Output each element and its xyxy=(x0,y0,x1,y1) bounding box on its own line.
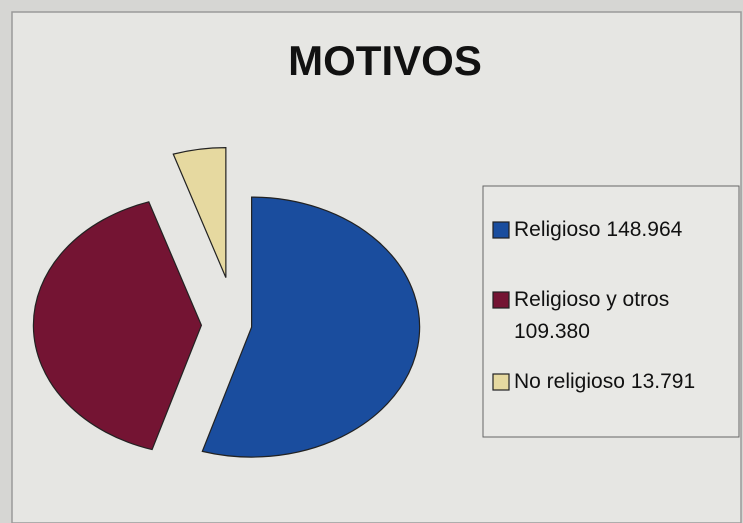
pie-slice xyxy=(172,147,227,278)
legend-value: 13.791 xyxy=(631,370,695,393)
legend-value: 109.380 xyxy=(514,320,590,343)
chart-title: MOTIVOS xyxy=(288,37,482,84)
legend-box xyxy=(482,185,740,438)
legend-category: Religioso y otros xyxy=(514,288,669,311)
legend-swatch xyxy=(492,291,510,309)
pie-slice xyxy=(32,201,203,451)
pie-slice xyxy=(201,196,421,458)
legend-category: Religioso xyxy=(514,218,600,241)
legend-label: Religioso y otros 109.380 xyxy=(514,288,669,343)
legend-category: No religioso xyxy=(514,370,625,393)
legend-label: No religioso 13.791 xyxy=(514,370,695,393)
legend-label: Religioso 148.964 xyxy=(514,218,683,241)
legend-swatch xyxy=(492,373,510,391)
legend-value: 148.964 xyxy=(606,218,682,241)
legend-swatch xyxy=(492,221,510,239)
